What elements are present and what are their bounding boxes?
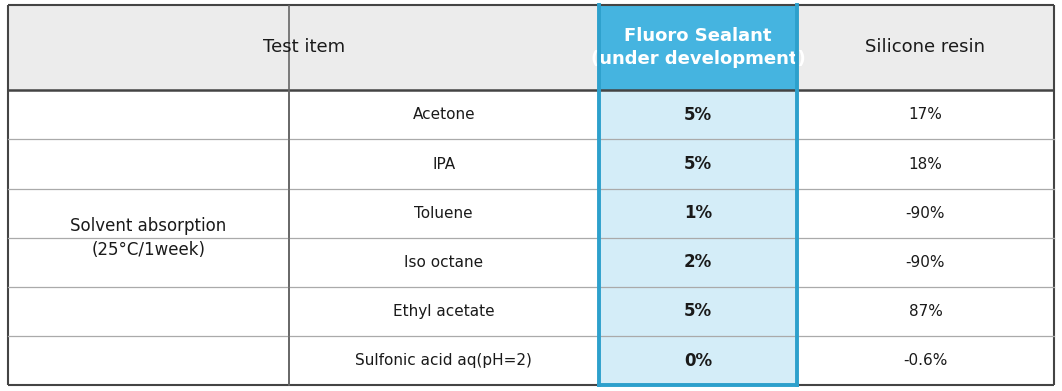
Bar: [599, 336, 798, 385]
Text: Silicone resin: Silicone resin: [866, 38, 986, 56]
Text: 87%: 87%: [909, 304, 942, 319]
Text: -0.6%: -0.6%: [904, 353, 947, 368]
Text: 1%: 1%: [684, 204, 713, 222]
Bar: [599, 287, 798, 336]
Text: -90%: -90%: [906, 206, 945, 221]
Bar: [798, 140, 1054, 188]
Text: 5%: 5%: [684, 155, 713, 173]
Text: Test item: Test item: [262, 38, 345, 56]
Bar: [599, 238, 798, 287]
Bar: [798, 238, 1054, 287]
Text: 0%: 0%: [684, 352, 713, 369]
Text: Acetone: Acetone: [412, 108, 475, 122]
Bar: [8, 336, 289, 385]
Text: Ethyl acetate: Ethyl acetate: [393, 304, 495, 319]
Text: Sulfonic acid aq(pH=2): Sulfonic acid aq(pH=2): [356, 353, 532, 368]
Bar: [599, 140, 798, 188]
Bar: [289, 140, 599, 188]
Bar: [289, 336, 599, 385]
Bar: [8, 238, 289, 287]
Bar: [8, 5, 599, 90]
Bar: [599, 90, 798, 140]
Bar: [798, 90, 1054, 140]
Bar: [289, 90, 599, 140]
Bar: [8, 188, 289, 238]
Text: 5%: 5%: [684, 106, 713, 124]
Bar: [289, 287, 599, 336]
Bar: [798, 287, 1054, 336]
Bar: [599, 188, 798, 238]
Bar: [599, 5, 798, 90]
Text: 2%: 2%: [684, 253, 713, 271]
Text: 18%: 18%: [909, 156, 942, 172]
Bar: [798, 188, 1054, 238]
Bar: [8, 287, 289, 336]
Text: 5%: 5%: [684, 302, 713, 320]
Bar: [798, 336, 1054, 385]
Bar: [8, 140, 289, 188]
Bar: [798, 5, 1054, 90]
Text: Iso octane: Iso octane: [405, 255, 483, 270]
Text: -90%: -90%: [906, 255, 945, 270]
Text: IPA: IPA: [432, 156, 456, 172]
Text: Toluene: Toluene: [414, 206, 473, 221]
Bar: [289, 188, 599, 238]
Text: 17%: 17%: [909, 108, 942, 122]
Text: Fluoro Sealant
(under development): Fluoro Sealant (under development): [590, 27, 806, 68]
Bar: [289, 238, 599, 287]
Bar: [8, 90, 289, 140]
Text: Solvent absorption
(25°C/1week): Solvent absorption (25°C/1week): [70, 217, 226, 258]
